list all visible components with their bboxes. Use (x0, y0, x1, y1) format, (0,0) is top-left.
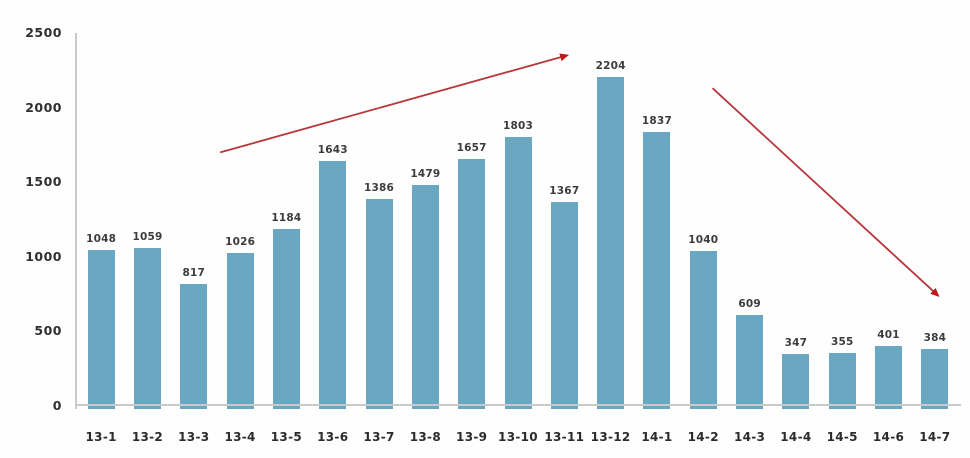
bar-13-3 (180, 284, 208, 409)
bar-value-label: 355 (830, 336, 854, 349)
x-tick-label-13-9: 13-9 (456, 430, 488, 444)
y-tick-label: 500 (34, 323, 62, 339)
y-tick-label: 2000 (25, 99, 62, 115)
x-tick-label-13-7: 13-7 (363, 430, 395, 444)
bar-13-5 (272, 229, 300, 409)
bar-13-11 (550, 202, 578, 409)
bar-14-1 (643, 131, 671, 409)
bar-value-label: 401 (877, 329, 900, 342)
bar-value-label: 1386 (364, 182, 395, 195)
x-tick-label-13-10: 13-10 (498, 430, 538, 444)
bar-value-label: 1048 (86, 232, 117, 245)
y-tick-label: 2500 (25, 25, 62, 40)
bar-13-10 (504, 136, 532, 409)
x-tick-label-13-8: 13-8 (409, 430, 441, 444)
x-tick-label-14-7: 14-7 (919, 430, 951, 444)
x-tick-label-13-4: 13-4 (224, 430, 256, 444)
bar-value-label: 1367 (549, 185, 580, 198)
bar-value-label: 1059 (132, 230, 163, 243)
x-tick-label-13-2: 13-2 (131, 430, 164, 444)
y-tick-label: 1500 (25, 174, 62, 190)
bar-value-label: 347 (784, 337, 808, 350)
x-tick-label-13-3: 13-3 (178, 430, 210, 444)
bar-value-label: 2204 (595, 60, 626, 73)
bar-value-label: 1643 (317, 143, 348, 156)
falling-trend-arrow (711, 87, 940, 297)
bar-14-7 (921, 348, 949, 409)
x-tick-label-14-4: 14-4 (780, 430, 812, 444)
x-tick-label-13-6: 13-6 (317, 430, 349, 444)
x-tick-label-14-1: 14-1 (641, 430, 673, 444)
x-tick-label-13-12: 13-12 (590, 430, 631, 444)
x-tick-label-14-2: 14-2 (687, 430, 719, 444)
bar-13-1 (87, 249, 115, 409)
bar-value-label: 1026 (225, 235, 256, 248)
bar-13-7 (365, 199, 393, 409)
bar-13-12 (597, 77, 625, 409)
bar-14-6 (875, 346, 903, 409)
bar-value-label: 1803 (502, 119, 534, 132)
bar-value-label: 384 (923, 331, 947, 344)
bar-value-label: 1657 (456, 141, 487, 154)
bar-13-9 (458, 158, 486, 409)
x-tick-label-14-3: 14-3 (733, 430, 766, 444)
bar-13-8 (411, 185, 439, 409)
x-tick-label-13-1: 13-1 (85, 430, 117, 444)
bar-13-6 (319, 160, 347, 409)
x-tick-label-14-6: 14-6 (872, 430, 905, 444)
x-tick-label-13-11: 13-11 (544, 430, 585, 444)
bar-14-4 (782, 354, 810, 409)
bar-value-label: 1837 (641, 114, 672, 127)
y-tick-label: 1000 (25, 248, 62, 264)
bar-14-2 (689, 250, 717, 409)
bar-value-label: 1479 (410, 168, 441, 181)
bar-value-label: 1184 (271, 212, 302, 225)
bar-14-3 (736, 315, 764, 409)
bar-14-5 (828, 353, 856, 409)
bar-value-label: 817 (182, 267, 206, 280)
x-axis-line (75, 404, 961, 406)
bar-13-4 (226, 252, 254, 409)
y-tick-label: 0 (52, 398, 62, 413)
bar-13-2 (133, 247, 161, 409)
y-axis-line (75, 33, 77, 409)
x-tick-label-13-5: 13-5 (270, 430, 303, 444)
x-tick-label-14-5: 14-5 (826, 430, 858, 444)
bar-value-label: 609 (738, 298, 761, 311)
bar-value-label: 1040 (688, 233, 719, 246)
